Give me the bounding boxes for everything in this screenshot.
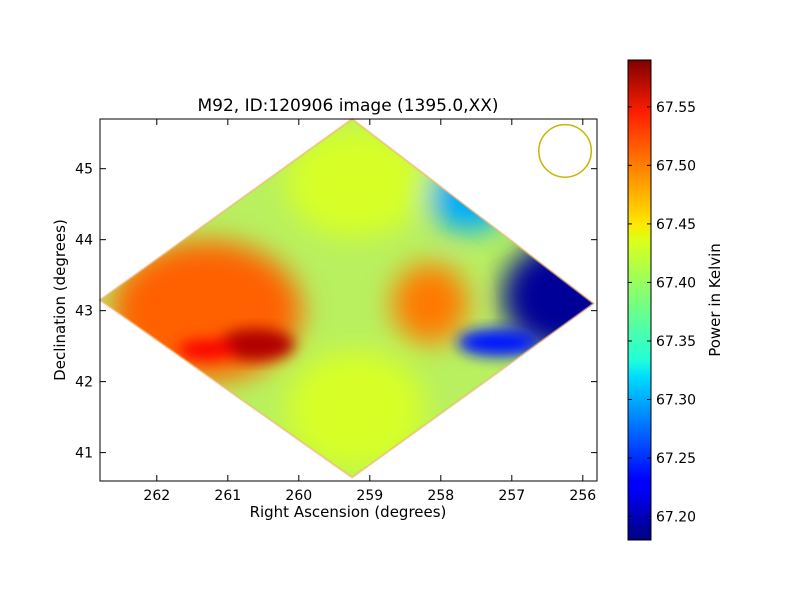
footprint-outline [98, 117, 596, 479]
heatmap-feature-west-hot-spot [218, 328, 295, 361]
heatmap-feature-east-cold-edge [457, 328, 538, 357]
heatmap-feature-center-warm-patch [392, 263, 469, 344]
y-tick-label: 41 [75, 446, 93, 462]
x-tick-label: 257 [498, 488, 525, 504]
colorbar-tick-label: 67.30 [656, 393, 696, 409]
colorbar-tick-label: 67.35 [656, 334, 696, 350]
colorbar-tick-label: 67.50 [656, 158, 696, 174]
axes-frame [99, 118, 598, 482]
x-axis: 262 261 260 259 258 257 256 [143, 119, 596, 504]
chart-title: M92, ID:120906 image (1395.0,XX) [197, 96, 498, 116]
colorbar-axis: 67.20 67.25 67.30 67.35 67.40 67.45 67.50 67.55 [628, 100, 696, 526]
colorbar [627, 59, 652, 541]
y-tick-label: 45 [75, 162, 93, 178]
y-axis: 41 42 43 44 45 [75, 162, 597, 462]
heatmap-feature-north-cap [285, 127, 426, 238]
x-tick-label: 258 [427, 488, 454, 504]
colorbar-tick-label: 67.45 [656, 217, 696, 233]
x-tick-label: 256 [569, 488, 596, 504]
x-tick-label: 260 [285, 488, 312, 504]
beam-circle [538, 123, 593, 178]
y-tick-label: 43 [75, 304, 93, 320]
heatmap-feature-south-cap [285, 350, 426, 471]
heatmap-feature-west-hot-spot-2 [178, 339, 235, 360]
y-tick-label: 42 [75, 375, 93, 391]
colorbar-label: Power in Kelvin [706, 243, 724, 357]
colorbar-tick-label: 67.25 [656, 451, 696, 467]
x-axis-label: Right Ascension (degrees) [250, 503, 447, 521]
x-tick-label: 261 [214, 488, 241, 504]
colorbar-tick-label: 67.55 [656, 100, 696, 116]
colorbar-tick-label: 67.40 [656, 275, 696, 291]
y-axis-label: Declination (degrees) [51, 219, 69, 381]
x-tick-label: 262 [143, 488, 170, 504]
x-tick-label: 259 [356, 488, 383, 504]
colorbar-tick-label: 67.20 [656, 510, 696, 526]
y-tick-label: 44 [75, 233, 93, 249]
